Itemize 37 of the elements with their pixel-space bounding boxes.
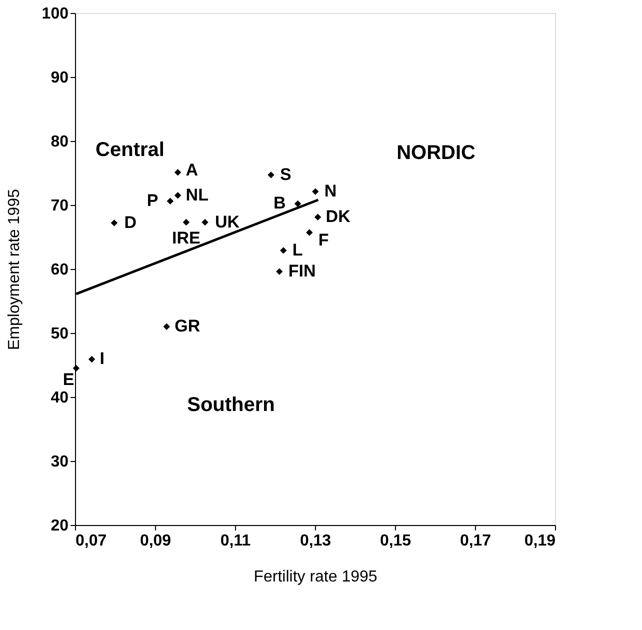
data-label: L [292, 240, 303, 260]
y-axis-title: Employment rate 1995 [6, 188, 23, 350]
data-label: N [324, 182, 337, 201]
data-label: I [100, 349, 105, 368]
data-label: D [124, 212, 136, 232]
y-tick-label: 50 [50, 326, 69, 342]
y-tick-label: 20 [50, 518, 69, 534]
x-tick-label: 0,15 [380, 532, 412, 550]
y-tick-label: 60 [50, 262, 69, 278]
x-tick-label: 0,11 [220, 532, 251, 550]
data-label: F [318, 230, 329, 250]
x-tick-label: 0,19 [524, 532, 556, 550]
y-tick-label: 40 [50, 390, 69, 406]
data-label: UK [215, 212, 240, 232]
y-tick-label: 80 [50, 134, 69, 150]
x-tick-label: 0,09 [140, 532, 172, 550]
data-label: FIN [288, 262, 316, 281]
data-label: E [62, 370, 74, 390]
y-tick-label: 70 [50, 198, 69, 214]
annotation: NORDIC [396, 142, 476, 164]
data-label: S [280, 164, 292, 184]
x-axis-title: Fertility rate 1995 [254, 568, 378, 586]
y-tick-label: 90 [50, 70, 69, 86]
data-label: A [186, 160, 198, 180]
y-tick-label: 100 [42, 6, 69, 22]
annotation: Central [96, 139, 164, 161]
data-label: DK [326, 207, 352, 226]
data-label: P [146, 191, 158, 210]
y-tick-label: 30 [50, 454, 69, 470]
annotation: Southern [187, 394, 275, 416]
x-tick-label: 0,07 [76, 532, 107, 550]
x-tick-label: 0,13 [300, 532, 332, 550]
data-label: B [274, 194, 286, 213]
data-label: NL [186, 185, 208, 204]
data-label: GR [174, 316, 200, 336]
x-tick-label: 0,17 [460, 532, 492, 550]
data-label: IRE [172, 228, 200, 248]
